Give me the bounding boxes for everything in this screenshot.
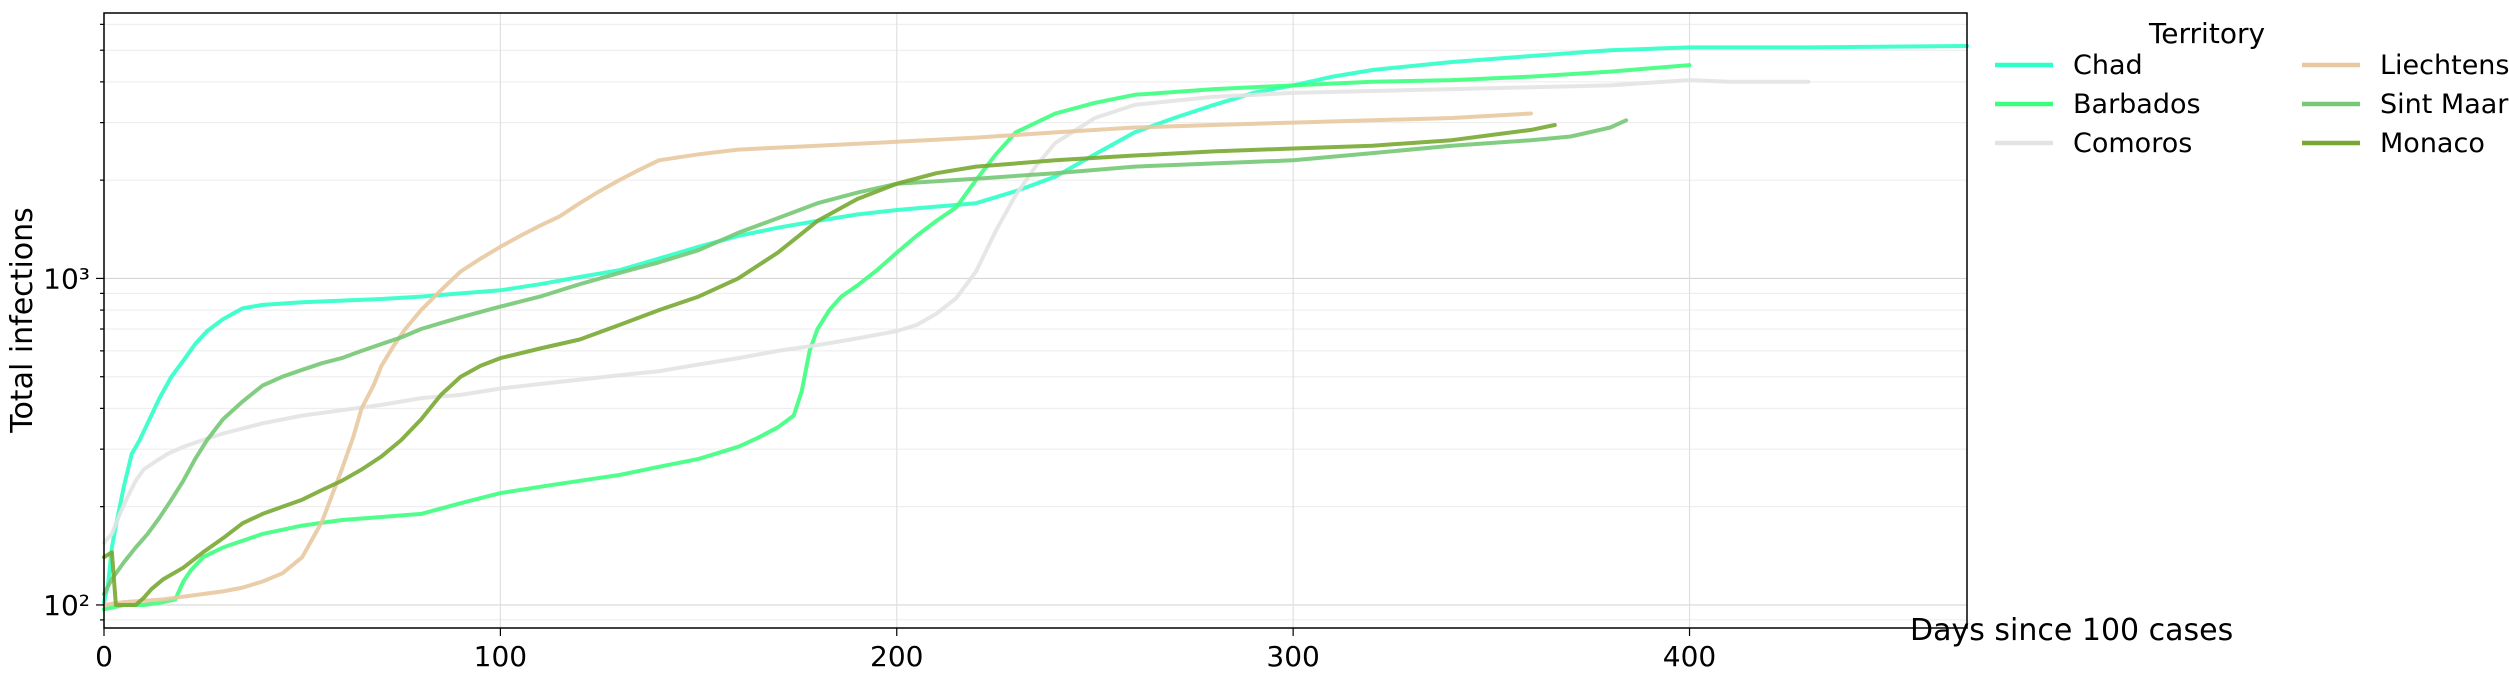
legend: Territory Chad Barbados Comoros Liechtenste… (1995, 17, 2509, 159)
ticks: 0 100 200 300 400 10² 10³ (43, 23, 1716, 673)
plot-frame (103, 12, 1968, 629)
legend-label-chad: Chad (2073, 50, 2143, 81)
series-line-liechtenstein (102, 111, 1533, 607)
x-axis-label: Days since 100 cases (1910, 613, 2233, 648)
y-tick-label: 10² (43, 589, 90, 622)
legend-title: Territory (2148, 17, 2265, 50)
y-tick-label: 10³ (43, 262, 90, 295)
legend-label-liechtenstein: Liechtenstein (2380, 50, 2509, 81)
series-line-barbados (102, 63, 1692, 612)
x-tick-label: 400 (1663, 640, 1716, 673)
series-line-sint-maarten (102, 118, 1629, 596)
legend-label-sint-maarten: Sint Maarten (2380, 89, 2509, 120)
legend-label-barbados: Barbados (2073, 89, 2201, 120)
legend-label-monaco: Monaco (2380, 128, 2485, 159)
grid (103, 13, 1967, 628)
x-tick-label: 200 (870, 640, 923, 673)
series-line-comoros (102, 78, 1811, 545)
x-tick-label: 0 (95, 640, 113, 673)
y-axis-label: Total infections (5, 207, 40, 434)
legend-label-comoros: Comoros (2073, 128, 2192, 159)
x-tick-label: 100 (474, 640, 527, 673)
series-line-monaco (102, 123, 1557, 607)
series-layer (102, 44, 1969, 612)
x-tick-label: 300 (1266, 640, 1319, 673)
